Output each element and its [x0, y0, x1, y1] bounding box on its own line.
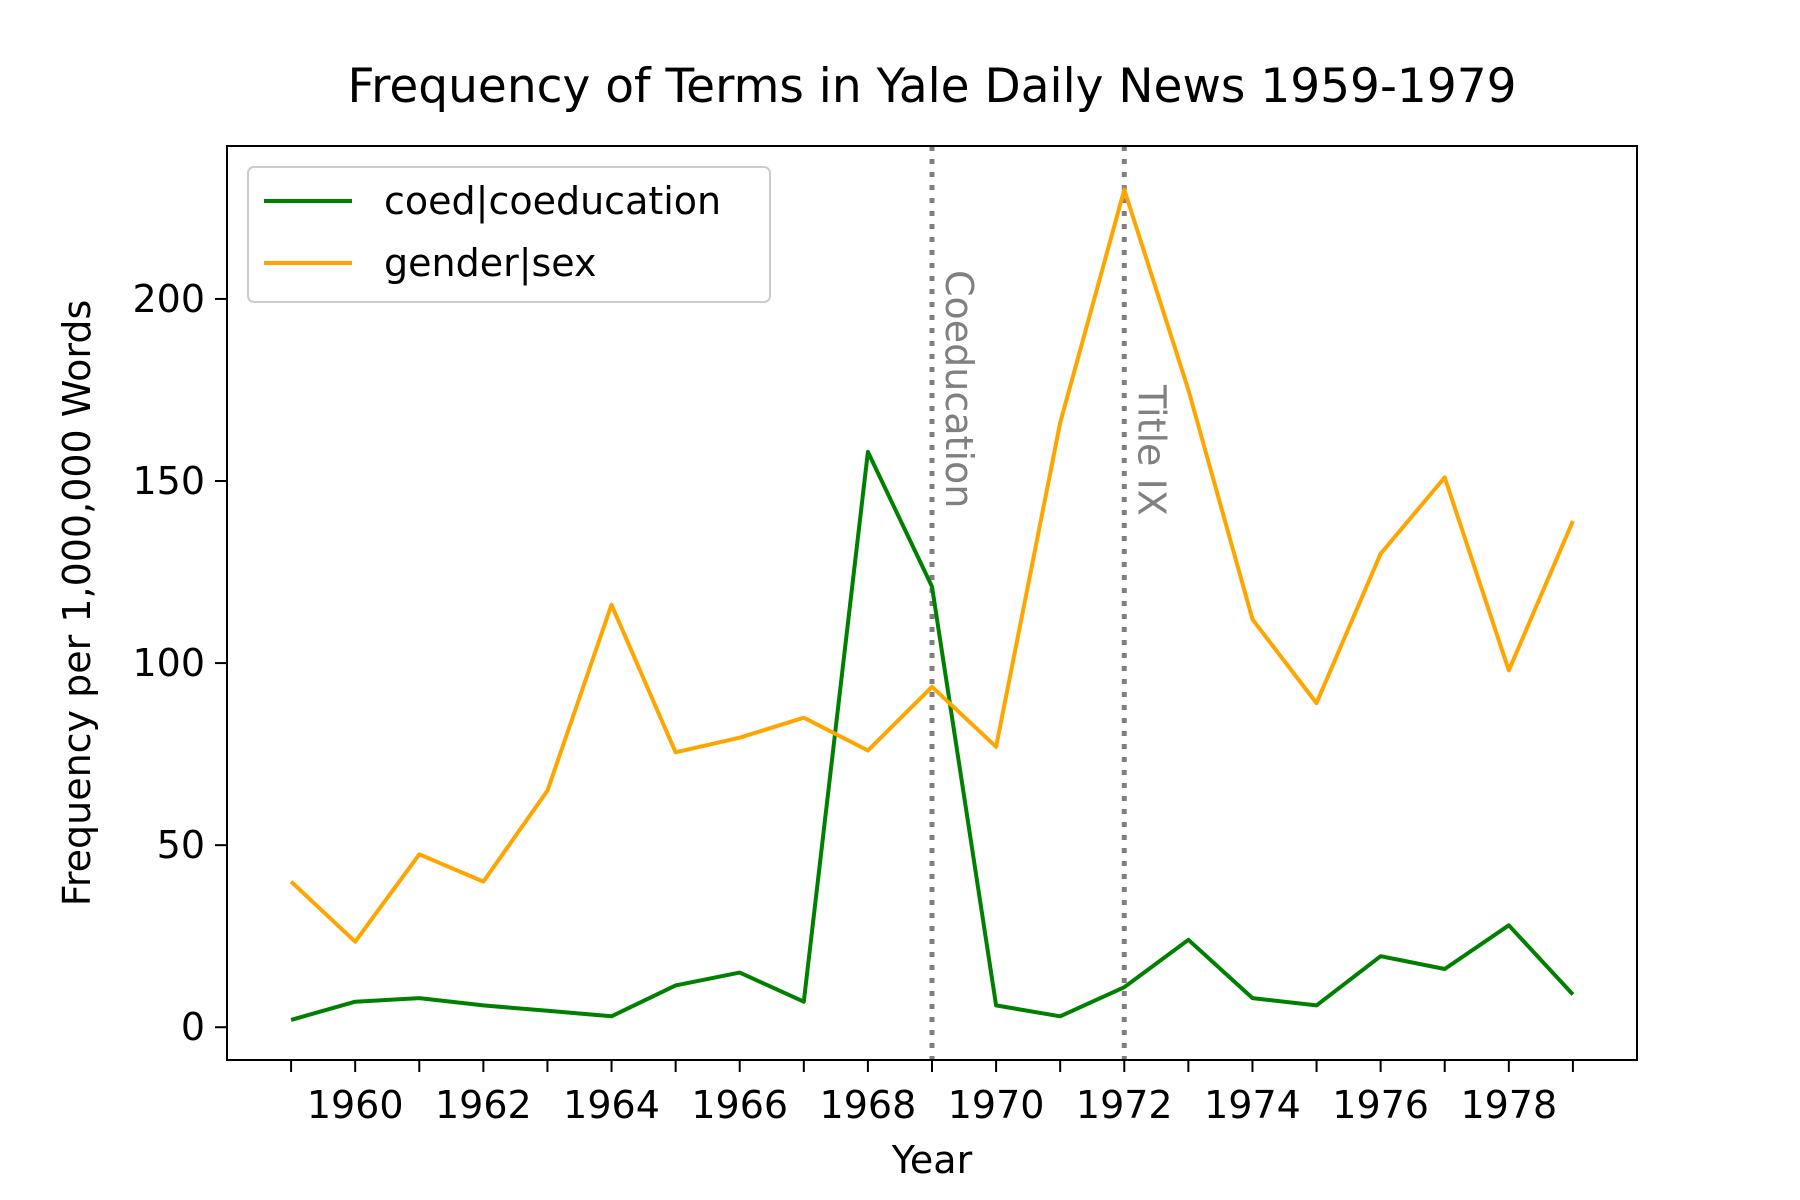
y-tick-label: 100: [132, 641, 205, 685]
x-tick-label: 1960: [307, 1083, 404, 1127]
annotation-label-coeducation: Coeducation: [937, 270, 981, 508]
y-tick-label: 50: [157, 823, 205, 867]
y-axis: 0 50 100 150 200: [132, 277, 227, 1049]
legend-label-coed: coed|coeducation: [384, 179, 721, 224]
x-tick-label: 1978: [1460, 1083, 1557, 1127]
x-tick-label: 1972: [1076, 1083, 1173, 1127]
y-tick-label: 0: [181, 1005, 205, 1049]
legend-box: [247, 166, 771, 303]
legend: coed|coeducation gender|sex: [247, 166, 771, 303]
legend-label-gender: gender|sex: [384, 241, 597, 286]
x-axis: 1960 1962 1964 1966 1968 1970 1972 1974 1976 1978: [290, 1060, 1574, 1127]
x-tick-label: 1974: [1204, 1083, 1301, 1127]
x-tick-label: 1962: [435, 1083, 532, 1127]
x-tick-label: 1966: [691, 1083, 788, 1127]
series-line-gender: [289, 187, 1575, 944]
annotation-label-title-ix: Title IX: [1129, 384, 1173, 516]
x-tick-label: 1970: [948, 1083, 1045, 1127]
plot-area: Coeducation Title IX: [289, 146, 1575, 1060]
x-tick-label: 1968: [820, 1083, 917, 1127]
chart-title: Frequency of Terms in Yale Daily News 19…: [347, 59, 1516, 114]
x-tick-label: 1976: [1332, 1083, 1429, 1127]
x-tick-label: 1964: [563, 1083, 660, 1127]
x-axis-label: Year: [891, 1138, 973, 1182]
y-tick-label: 150: [132, 459, 205, 503]
series-line-coed: [290, 449, 1575, 1022]
y-tick-label: 200: [132, 277, 205, 321]
y-axis-label: Frequency per 1,000,000 Words: [55, 300, 99, 907]
